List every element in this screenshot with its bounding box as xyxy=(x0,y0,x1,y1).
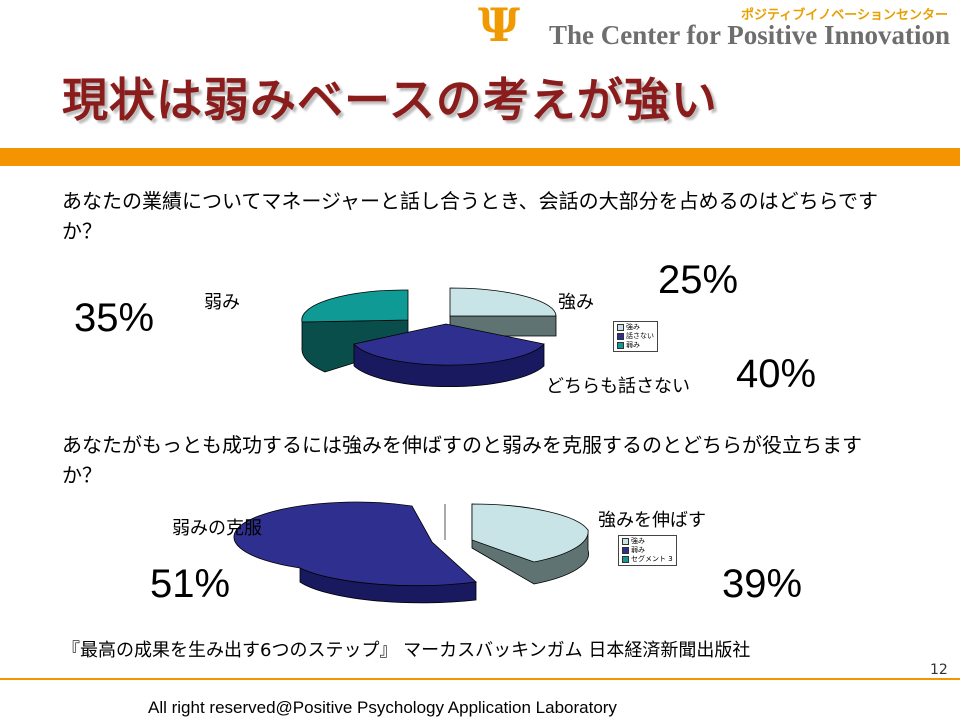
pie1-legend: 強み 話さない 弱み xyxy=(613,321,658,352)
brand-name-english: The Center for Positive Innovation xyxy=(549,20,950,50)
page-number: 12 xyxy=(930,662,948,678)
pie1-legend-item: 話さない xyxy=(617,332,654,341)
source-citation: 『最高の成果を生み出す6つのステップ』 マーカスバッキンガム 日本経済新聞出版社 xyxy=(62,640,751,661)
pie2-slice-overcome xyxy=(233,501,477,586)
legend-label: セグメント 3 xyxy=(631,555,673,563)
pie1-label-neither: どちらも話さない xyxy=(546,376,690,397)
pie1-label-weakness: 弱み xyxy=(204,292,240,313)
pie1-percent-weakness: 35% xyxy=(74,296,155,340)
legend-swatch xyxy=(622,538,629,545)
legend-swatch xyxy=(622,556,629,563)
legend-label: 強み xyxy=(626,323,640,331)
pie2-slice-grow xyxy=(471,503,589,563)
pie2-legend-item: セグメント 3 xyxy=(622,555,673,564)
pie1-slice-strength xyxy=(449,287,557,317)
legend-label: 弱み xyxy=(631,546,645,554)
pie1-legend-item: 弱み xyxy=(617,341,654,350)
pie1-legend-item: 強み xyxy=(617,323,654,332)
legend-swatch xyxy=(617,333,624,340)
pie1-slice-neither xyxy=(353,323,545,366)
legend-label: 弱み xyxy=(626,341,640,349)
legend-label: 強み xyxy=(631,537,645,545)
pie2-legend-item: 強み xyxy=(622,537,673,546)
slide-title: 現状は弱みベースの考えが強い xyxy=(62,73,718,127)
copyright-footer: All right reserved@Positive Psychology A… xyxy=(148,698,617,717)
question-2-text: あなたがもっとも成功するには強みを伸ばすのと弱みを克服するのとどちらが役立ちます… xyxy=(62,433,862,487)
pie2-label-overcome: 弱みの克服 xyxy=(172,518,262,539)
legend-swatch xyxy=(617,324,624,331)
pie1-percent-strength: 25% xyxy=(658,258,739,302)
footer-divider xyxy=(0,678,960,680)
pie2-percent-grow: 39% xyxy=(722,562,803,606)
title-underline-bar xyxy=(0,148,960,166)
pie2-percent-overcome: 51% xyxy=(150,562,231,606)
legend-label: 話さない xyxy=(626,332,654,340)
legend-swatch xyxy=(617,342,624,349)
pie1-slice-weakness xyxy=(301,289,409,323)
pie2-legend: 強み 弱み セグメント 3 xyxy=(618,535,677,566)
pie2-label-grow: 強みを伸ばす xyxy=(598,510,706,531)
pie2-legend-item: 弱み xyxy=(622,546,673,555)
logo-psi-symbol: Ψ xyxy=(478,0,521,52)
question-1-text: あなたの業績についてマネージャーと話し合うとき、会話の大部分を占めるのはどちらで… xyxy=(62,189,878,243)
brand-name-japanese: ポジティブイノベーションセンター xyxy=(741,8,948,23)
pie1-percent-neither: 40% xyxy=(736,352,817,396)
pie-chart-2 xyxy=(233,501,589,604)
legend-swatch xyxy=(622,547,629,554)
pie-chart-1 xyxy=(301,287,557,388)
pie1-label-strength: 強み xyxy=(558,292,594,313)
